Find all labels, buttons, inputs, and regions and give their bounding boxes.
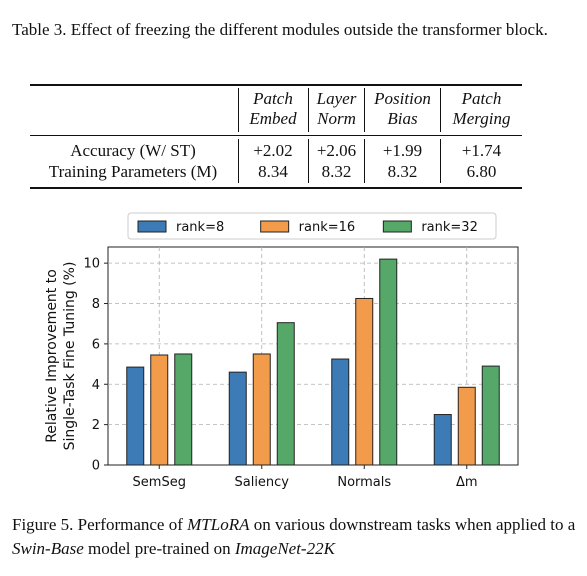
- table-top-rule: [30, 84, 522, 86]
- col-header: Position: [374, 89, 431, 108]
- y-tick-label: 4: [92, 378, 100, 393]
- x-tick-label: SemSeg: [133, 475, 186, 490]
- col-separator: [308, 88, 309, 132]
- table-cell: 8.32: [387, 162, 418, 181]
- y-axis-label: Relative Improvement to: [44, 269, 60, 443]
- table-cell: +1.99: [382, 141, 423, 160]
- caption-emphasis: ImageNet-22K: [234, 539, 335, 558]
- bar: [379, 258, 398, 466]
- col-header: Patch: [253, 89, 293, 108]
- col-separator: [440, 88, 441, 132]
- y-tick-label: 8: [92, 297, 100, 312]
- table-cell: +1.74: [461, 141, 502, 160]
- legend-swatch: [260, 220, 290, 233]
- bar: [228, 371, 247, 466]
- bar: [276, 322, 295, 466]
- col-header: Merging: [452, 109, 511, 128]
- legend-swatch: [382, 220, 412, 233]
- bar-chart: 0 2 4 6 8 10 SemSeg Saliency Normals Δm rank=8 rank…: [44, 212, 519, 490]
- bar: [252, 353, 271, 466]
- table-cell: +2.02: [253, 141, 293, 160]
- table-bottom-rule: [30, 187, 522, 189]
- bar: [150, 354, 169, 466]
- bar: [126, 366, 145, 466]
- bar: [433, 414, 452, 466]
- table-cell: 8.34: [258, 162, 288, 181]
- col-header: Embed: [249, 109, 297, 128]
- x-tick-label: Saliency: [234, 475, 289, 490]
- bar: [355, 297, 374, 466]
- col-header: Bias: [387, 109, 418, 128]
- table-cell: +2.06: [316, 141, 357, 160]
- legend-label: rank=8: [176, 220, 224, 235]
- bar: [174, 353, 193, 466]
- y-tick-label: 2: [92, 418, 100, 433]
- y-tick-label: 6: [92, 337, 100, 352]
- caption-text: Figure 5. Performance of: [12, 515, 188, 534]
- table-caption: Table 3. Effect of freezing the differen…: [12, 20, 548, 39]
- col-separator: [238, 139, 239, 183]
- col-separator: [440, 139, 441, 183]
- y-axis-label: Single-Task Fine Tuning (%): [62, 262, 78, 451]
- col-separator: [364, 139, 365, 183]
- bar: [331, 358, 350, 466]
- col-separator: [364, 88, 365, 132]
- caption-text: model pre-trained on: [83, 539, 235, 558]
- table-cell: 6.80: [466, 162, 497, 181]
- bar: [457, 386, 476, 466]
- col-header: Layer: [316, 89, 357, 108]
- x-tick-label: Normals: [337, 475, 391, 490]
- row-label: Accuracy (W/ ST): [70, 141, 196, 160]
- col-separator: [238, 88, 239, 132]
- row-label: Training Parameters (M): [48, 162, 218, 181]
- table-mid-rule: [30, 135, 522, 136]
- legend-label: rank=32: [421, 220, 478, 235]
- caption-emphasis: MTLoRA: [187, 515, 250, 534]
- x-tick-label: Δm: [456, 475, 478, 490]
- y-tick-label: 10: [83, 257, 100, 272]
- bar: [481, 365, 500, 466]
- legend-swatch: [137, 220, 167, 233]
- caption-emphasis: Swin-Base: [12, 539, 84, 558]
- table-cell: 8.32: [321, 162, 352, 181]
- figure-caption: Figure 5. Performance of MTLoRA on vario…: [12, 513, 577, 561]
- caption-text: on various downstream tasks when applied…: [249, 515, 576, 534]
- y-tick-label: 0: [92, 459, 100, 474]
- plot-frame: [107, 246, 519, 466]
- col-separator: [308, 139, 309, 183]
- col-header: Patch: [461, 89, 502, 108]
- legend-label: rank=16: [299, 220, 356, 235]
- col-header: Norm: [317, 109, 356, 128]
